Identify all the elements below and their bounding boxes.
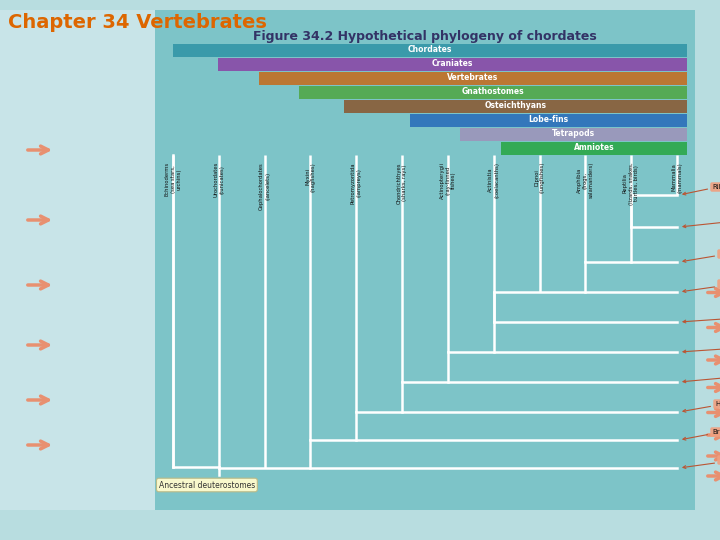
Text: Brain: Brain — [683, 429, 720, 440]
Text: Mammalia
(mammals): Mammalia (mammals) — [672, 162, 683, 193]
Text: Notochord: Notochord — [683, 457, 720, 468]
Text: Head: Head — [683, 401, 720, 412]
Text: Lungs or lung derivatives: Lungs or lung derivatives — [683, 311, 720, 323]
Text: Craniates: Craniates — [432, 59, 473, 69]
Bar — [410, 113, 687, 126]
Text: Chondrichthyes
(sharks, rays): Chondrichthyes (sharks, rays) — [397, 162, 408, 204]
Text: Vertebrates: Vertebrates — [447, 73, 498, 83]
Text: Legs: Legs — [683, 251, 720, 262]
Bar — [0, 10, 155, 510]
Text: Actinopterygii
(ray-finned
fishes): Actinopterygii (ray-finned fishes) — [440, 162, 456, 199]
Text: Chapter 34 Vertebrates: Chapter 34 Vertebrates — [8, 13, 267, 32]
Text: Myxini
(hagfishes): Myxini (hagfishes) — [305, 162, 316, 192]
Text: Amniotes: Amniotes — [574, 144, 614, 152]
Text: Cephalochordates
(lancelets): Cephalochordates (lancelets) — [259, 162, 270, 210]
Text: Tetrapods: Tetrapods — [552, 130, 595, 138]
Bar — [173, 44, 687, 57]
Bar — [218, 57, 687, 71]
Text: Chordates: Chordates — [408, 45, 452, 55]
Text: Ancestral deuterostomes: Ancestral deuterostomes — [159, 481, 255, 489]
Text: Osteichthyans: Osteichthyans — [485, 102, 546, 111]
Text: Dipnoi
(lungfishes): Dipnoi (lungfishes) — [534, 162, 545, 193]
Bar — [344, 99, 687, 112]
Text: Urochordates
(tunicates): Urochordates (tunicates) — [213, 162, 224, 198]
Bar — [155, 10, 695, 510]
Bar — [460, 127, 687, 140]
Text: Lobe-fins: Lobe-fins — [683, 281, 720, 293]
Text: Echinoderms
(sea stars,
urchins): Echinoderms (sea stars, urchins) — [165, 162, 181, 196]
Text: Amphibia
(frogs,
salamanders): Amphibia (frogs, salamanders) — [577, 162, 594, 198]
Text: Jaws, mineralized skeleton: Jaws, mineralized skeleton — [683, 341, 720, 353]
Text: Rib: Rib — [683, 184, 720, 195]
Text: Petromyzontida
(lampreys): Petromyzontida (lampreys) — [351, 162, 361, 204]
Text: Amniotic egg: Amniotic egg — [683, 216, 720, 228]
Text: Lobe-fins: Lobe-fins — [528, 116, 569, 125]
Bar — [258, 71, 687, 84]
Text: Actinistia
(coelacanths): Actinistia (coelacanths) — [488, 162, 499, 198]
Text: Figure 34.2 Hypothetical phylogeny of chordates: Figure 34.2 Hypothetical phylogeny of ch… — [253, 30, 597, 43]
Text: Reptilia
(lizards, snakes,
turtles, birds): Reptilia (lizards, snakes, turtles, bird… — [623, 162, 639, 205]
Text: Vertebral column: Vertebral column — [683, 371, 720, 383]
Text: Gnathostomes: Gnathostomes — [462, 87, 524, 97]
Bar — [299, 85, 687, 98]
Bar — [500, 141, 687, 154]
